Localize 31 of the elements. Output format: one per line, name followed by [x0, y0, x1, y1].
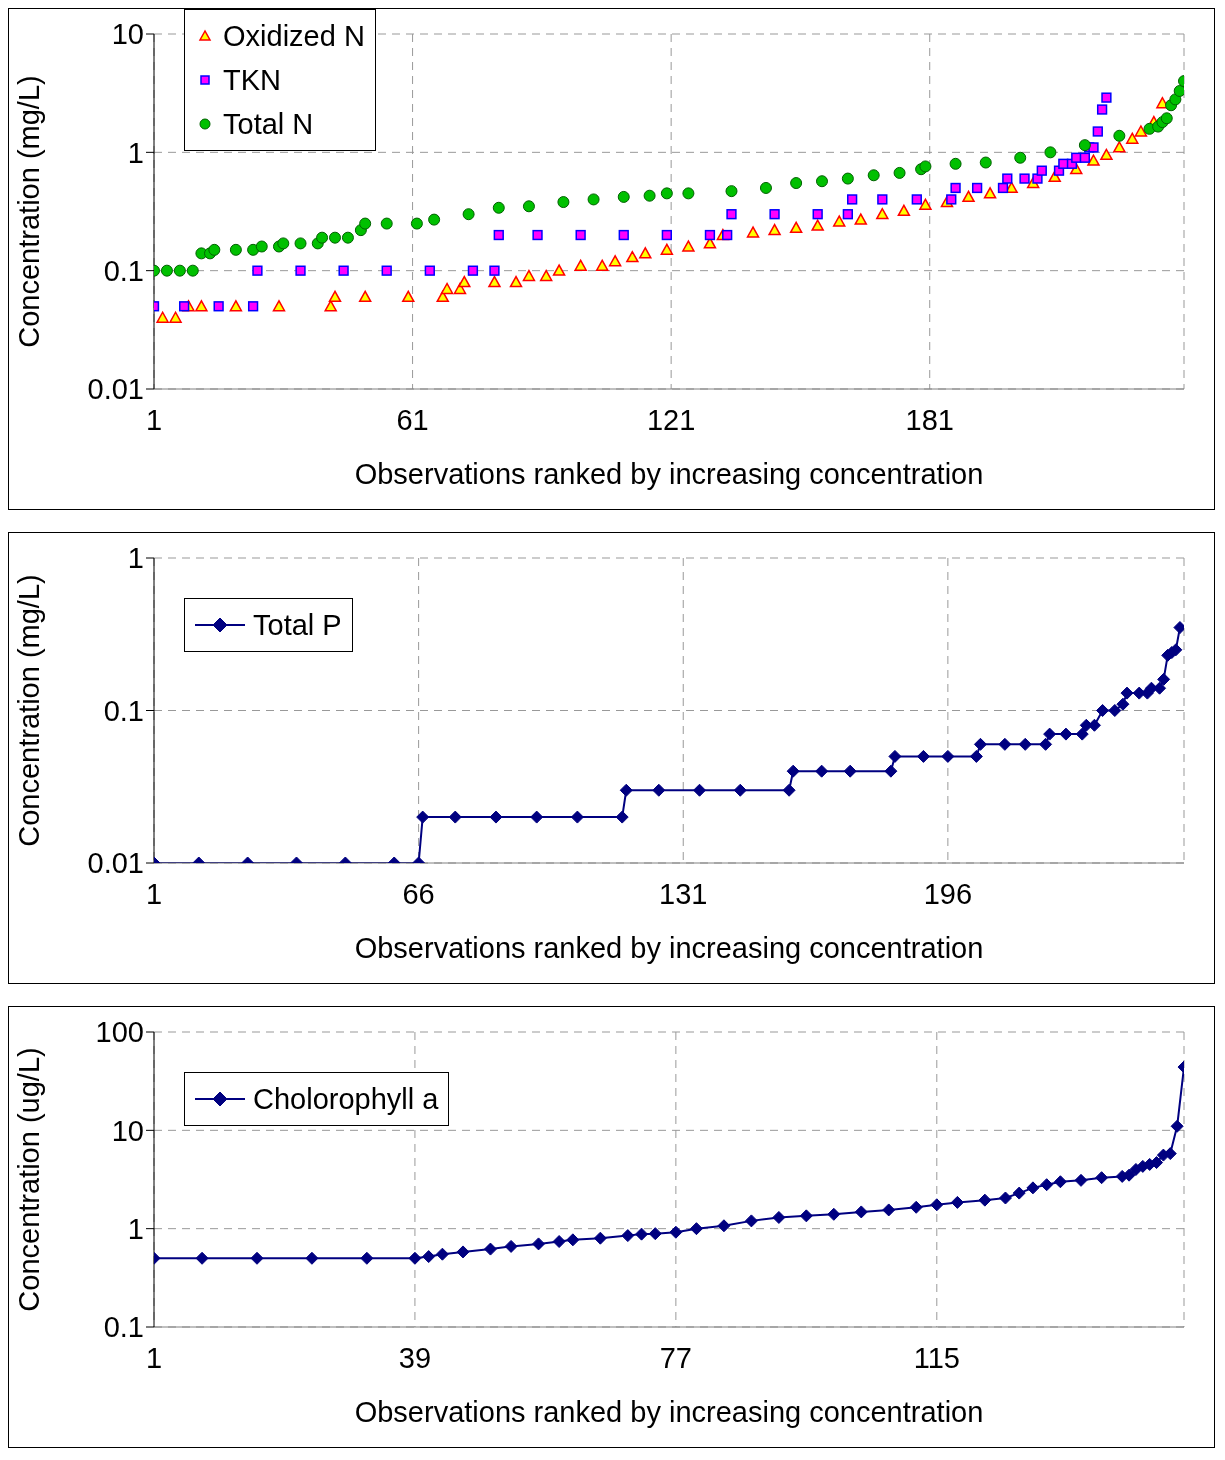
y-axis-title: Concentration (mg/L) [13, 75, 46, 348]
y-tick-label: 100 [95, 1016, 144, 1049]
y-tick-label: 0.1 [103, 1311, 144, 1344]
x-tick-label: 61 [396, 403, 429, 436]
x-tick-label: 66 [402, 877, 435, 910]
legend-label: Cholorophyll a [253, 1082, 439, 1117]
x-tick-label: 115 [913, 1341, 960, 1374]
y-tick-label: 10 [111, 1114, 144, 1147]
x-tick-label: 181 [905, 403, 954, 436]
y-tick-label: 0.1 [103, 694, 144, 727]
y-tick-label: 0.01 [87, 373, 144, 406]
x-axis-title: Observations ranked by increasing concentration [354, 932, 984, 964]
legend-label: TKN [223, 63, 281, 98]
legend-label: Total N [223, 107, 314, 142]
y-axis-title: Concentration (ug/L) [13, 1047, 46, 1312]
x-axis-title: Observations ranked by increasing concentration [354, 458, 984, 490]
y-tick-label: 10 [111, 18, 144, 51]
x-axis-title: Observations ranked by increasing concentration [354, 1396, 984, 1428]
y-tick-label: 1 [127, 1212, 144, 1245]
x-tick-label: 131 [659, 877, 708, 910]
x-tick-label: 196 [923, 877, 973, 910]
y-axis-title: Concentration (mg/L) [13, 574, 46, 847]
legend-label: Total P [253, 608, 342, 643]
y-tick-label: 1 [127, 542, 144, 575]
y-tick-label: 0.01 [87, 847, 144, 880]
y-tick-label: 1 [127, 136, 144, 169]
x-tick-label: 77 [659, 1341, 692, 1374]
y-tick-label: 0.1 [103, 254, 144, 287]
legend-label: Oxidized N [223, 19, 365, 54]
x-tick-label: 39 [398, 1341, 432, 1374]
x-tick-label: 121 [646, 403, 696, 436]
